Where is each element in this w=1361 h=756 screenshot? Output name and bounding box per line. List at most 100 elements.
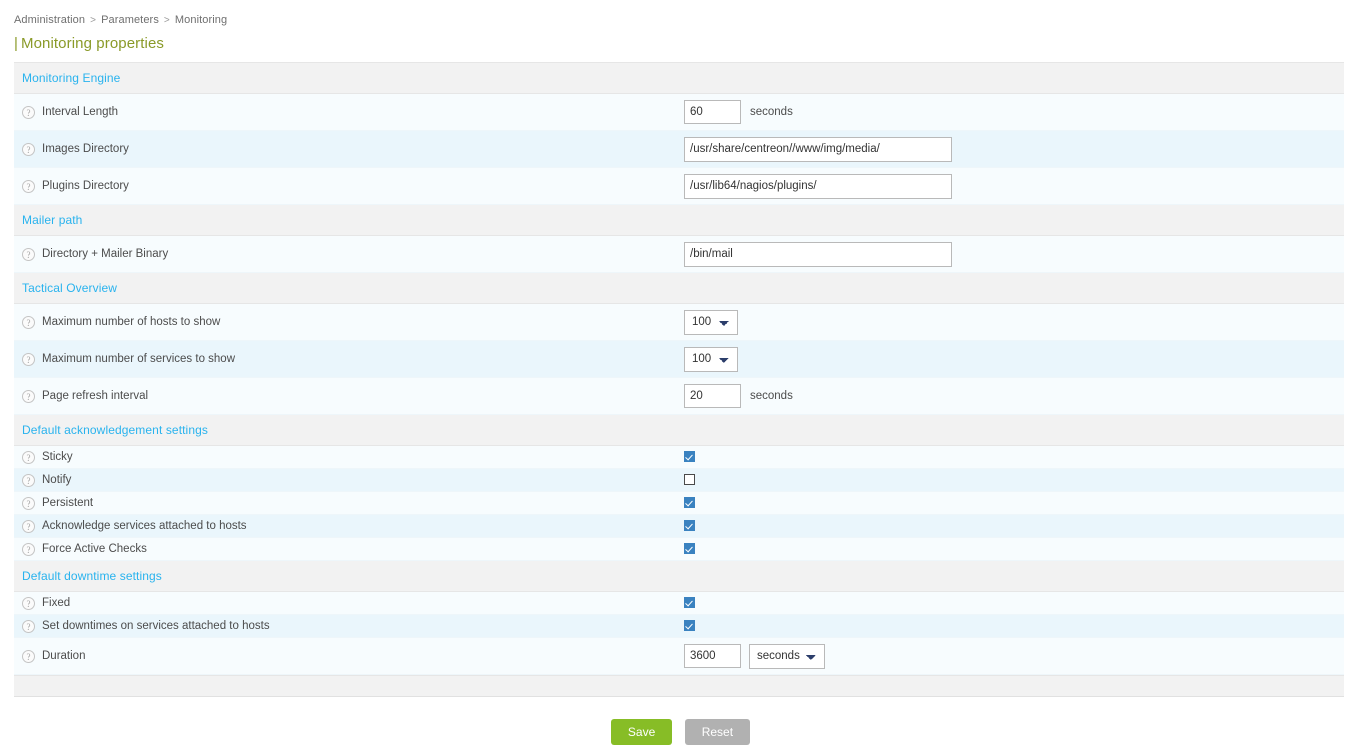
label-cell: ? Maximum number of services to show xyxy=(14,340,679,378)
label-cell: ? Plugins Directory xyxy=(14,167,679,205)
duration-input[interactable] xyxy=(684,644,741,668)
label-cell: ? Duration xyxy=(14,637,679,675)
help-icon[interactable]: ? xyxy=(22,619,35,633)
label-wrap: ? Acknowledge services attached to hosts xyxy=(22,519,679,533)
label-wrap: ? Sticky xyxy=(22,450,679,464)
field-cell xyxy=(679,235,1344,273)
label-wrap: ? Images Directory xyxy=(22,142,679,156)
form-row-images-directory: ? Images Directory xyxy=(14,130,1344,168)
label-wrap: ? Persistent xyxy=(22,496,679,510)
directory-mailer-binary-input[interactable] xyxy=(684,241,952,267)
sticky-checkbox[interactable] xyxy=(684,451,695,463)
help-icon[interactable]: ? xyxy=(22,473,35,487)
persistent-checkbox[interactable] xyxy=(684,497,695,509)
help-icon[interactable]: ? xyxy=(22,519,35,533)
label-wrap: ? Notify xyxy=(22,473,679,487)
field-cell xyxy=(679,468,1344,492)
form-row-page-refresh-interval: ? Page refresh interval seconds xyxy=(14,377,1344,415)
images-directory-input[interactable] xyxy=(684,136,952,162)
field-cell xyxy=(679,514,1344,538)
breadcrumb-item-administration[interactable]: Administration xyxy=(14,14,86,26)
label-wrap: ? Interval Length xyxy=(22,105,679,119)
help-icon[interactable]: ? xyxy=(22,649,35,663)
page-title-bar: | xyxy=(14,35,18,52)
label-cell: ? Force Active Checks xyxy=(14,537,679,561)
label-cell: ? Notify xyxy=(14,468,679,492)
field-cell: 10203050100200 xyxy=(679,303,1344,341)
help-icon[interactable]: ? xyxy=(22,542,35,556)
help-icon[interactable]: ? xyxy=(22,596,35,610)
label-cell: ? Directory + Mailer Binary xyxy=(14,235,679,273)
acknowledge-services-attached-to-hosts-checkbox[interactable] xyxy=(684,520,695,532)
breadcrumb-separator: > xyxy=(90,15,97,26)
help-icon[interactable]: ? xyxy=(22,315,35,329)
field-label: Duration xyxy=(42,650,86,662)
breadcrumb-separator: > xyxy=(163,15,170,26)
force-active-checks-checkbox[interactable] xyxy=(684,543,695,555)
field-label: Maximum number of services to show xyxy=(42,353,236,365)
form-row-max-hosts-to-show: ? Maximum number of hosts to show 10203050… xyxy=(14,303,1344,341)
save-button[interactable]: Save xyxy=(610,719,673,745)
field-label: Interval Length xyxy=(42,106,119,118)
field-label: Plugins Directory xyxy=(42,180,129,192)
label-wrap: ? Maximum number of hosts to show xyxy=(22,315,679,329)
label-cell: ? Maximum number of hosts to show xyxy=(14,303,679,341)
plugins-directory-input[interactable] xyxy=(684,173,952,199)
field-cell xyxy=(679,591,1344,615)
form-row-duration: ? Duration secondsminuteshoursdays xyxy=(14,637,1344,675)
field-label: Fixed xyxy=(42,597,71,609)
breadcrumb-item-parameters[interactable]: Parameters xyxy=(101,14,159,26)
page-refresh-interval-unit-label: seconds xyxy=(750,390,793,402)
page-refresh-interval-input[interactable] xyxy=(684,384,741,408)
section-title: Tactical Overview xyxy=(14,272,1344,304)
field-label: Notify xyxy=(42,474,72,486)
help-icon[interactable]: ? xyxy=(22,352,35,366)
section-header-default-acknowledgement-settings: Default acknowledgement settings xyxy=(14,414,1344,446)
field-cell xyxy=(679,445,1344,469)
max-services-to-show-select[interactable]: 10203050100200 xyxy=(684,346,738,372)
label-cell: ? Page refresh interval xyxy=(14,377,679,415)
field-cell xyxy=(679,614,1344,638)
label-wrap: ? Maximum number of services to show xyxy=(22,352,679,366)
field-cell xyxy=(679,130,1344,168)
help-icon[interactable]: ? xyxy=(22,496,35,510)
notify-checkbox[interactable] xyxy=(684,474,695,486)
label-wrap: ? Fixed xyxy=(22,596,679,610)
reset-button[interactable]: Reset xyxy=(684,719,751,745)
set-downtimes-on-services-attached-to-hosts-checkbox[interactable] xyxy=(684,620,695,632)
label-cell: ? Interval Length xyxy=(14,93,679,131)
label-cell: ? Acknowledge services attached to hosts xyxy=(14,514,679,538)
help-icon[interactable]: ? xyxy=(22,389,35,403)
section-header-mailer-path: Mailer path xyxy=(14,204,1344,236)
page-title-text: Monitoring properties xyxy=(21,35,165,52)
max-hosts-to-show-select[interactable]: 10203050100200 xyxy=(684,309,738,335)
field-label: Set downtimes on services attached to ho… xyxy=(42,620,270,632)
label-wrap: ? Directory + Mailer Binary xyxy=(22,247,679,261)
help-icon[interactable]: ? xyxy=(22,105,35,119)
field-cell: secondsminuteshoursdays xyxy=(679,637,1344,675)
field-cell xyxy=(679,167,1344,205)
section-header-tactical-overview: Tactical Overview xyxy=(14,272,1344,304)
help-icon[interactable]: ? xyxy=(22,450,35,464)
field-label: Images Directory xyxy=(42,143,129,155)
help-icon[interactable]: ? xyxy=(22,247,35,261)
field-label: Maximum number of hosts to show xyxy=(42,316,221,328)
field-label: Sticky xyxy=(42,451,73,463)
section-title: Mailer path xyxy=(14,204,1344,236)
field-label: Persistent xyxy=(42,497,94,509)
fixed-checkbox[interactable] xyxy=(684,597,695,609)
interval-length-input[interactable] xyxy=(684,100,741,124)
page-title: | Monitoring properties xyxy=(0,35,1361,52)
duration-unit-select[interactable]: secondsminuteshoursdays xyxy=(749,643,825,669)
form-row-set-downtimes-on-services-attached-to-hosts: ? Set downtimes on services attached to h… xyxy=(14,614,1344,638)
form-row-plugins-directory: ? Plugins Directory xyxy=(14,167,1344,205)
form-row-sticky: ? Sticky xyxy=(14,445,1344,469)
field-cell xyxy=(679,491,1344,515)
breadcrumb-item-monitoring: Monitoring xyxy=(174,14,228,26)
label-wrap: ? Duration xyxy=(22,649,679,663)
label-wrap: ? Plugins Directory xyxy=(22,179,679,193)
help-icon[interactable]: ? xyxy=(22,142,35,156)
help-icon[interactable]: ? xyxy=(22,179,35,193)
interval-length-unit-label: seconds xyxy=(750,106,793,118)
